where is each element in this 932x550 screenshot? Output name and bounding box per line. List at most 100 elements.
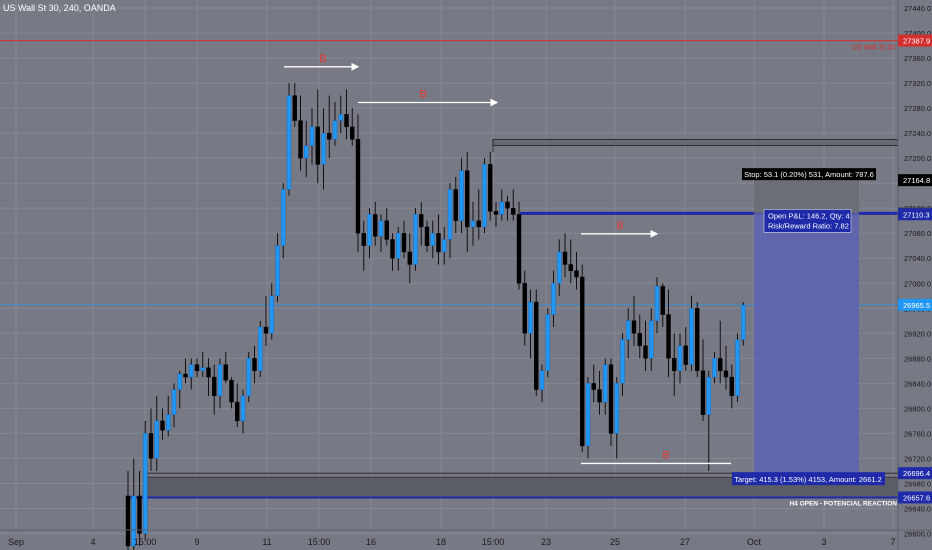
candle-body xyxy=(683,345,688,365)
candle-body xyxy=(511,207,516,215)
bos-label: B xyxy=(616,220,623,232)
candle-body xyxy=(177,373,182,390)
candle-body xyxy=(384,220,389,240)
candle-body xyxy=(229,380,234,403)
candle-body xyxy=(597,389,602,403)
candle-body xyxy=(315,126,320,165)
candle-body xyxy=(459,170,464,221)
candle-body xyxy=(626,320,631,340)
candle-body xyxy=(534,301,539,390)
y-tick-label: 27200.0 xyxy=(904,154,931,163)
y-tick-label: 26920.0 xyxy=(904,329,931,338)
candle-body xyxy=(171,389,177,415)
candle-body xyxy=(695,308,700,372)
y-tick-label: 26600.0 xyxy=(904,529,931,538)
candle-body xyxy=(585,383,591,447)
candle-body xyxy=(442,239,447,253)
y-tick-label: 27320.0 xyxy=(904,79,931,88)
time-axis[interactable]: Sep 4 15:00 9 11 15:00 16 18 15:00 23 25 27 Oct 3 7 xyxy=(0,529,932,547)
position-tool[interactable]: Stop: 53.1 (0.20%) 531, Amount: 787.6 Ope… xyxy=(732,168,885,486)
annotations: B B B B xyxy=(284,53,731,465)
x-tick-label: 9 xyxy=(194,537,199,547)
stop-label: Stop: 53.1 (0.20%) 531, Amount: 787.6 xyxy=(744,170,874,179)
candle-body xyxy=(493,211,499,215)
price-tag xyxy=(898,208,932,221)
candle-body xyxy=(246,358,251,397)
zones: US Wall St 30 H4 OPEN - POTENCIAL REACTIO… xyxy=(0,40,899,507)
y-tick-label: 27440.0 xyxy=(904,4,931,13)
x-tick-label: 15:00 xyxy=(482,537,505,547)
price-tag xyxy=(898,298,932,311)
y-tick-label: 26720.0 xyxy=(904,454,931,463)
candle-body xyxy=(183,373,188,378)
x-tick-label: 23 xyxy=(541,537,551,547)
candle-body xyxy=(401,233,407,253)
candle-body xyxy=(718,358,723,372)
x-tick-label: 7 xyxy=(890,537,895,547)
target-label: Target: 415.3 (1.53%) 4153, Amount: 2661… xyxy=(734,475,882,484)
y-tick-label: 27000.0 xyxy=(904,279,931,288)
candle-body xyxy=(166,414,171,431)
candle-body xyxy=(591,383,596,390)
price-tag-label: 27110.3 xyxy=(903,210,930,219)
candle-body xyxy=(125,495,131,547)
y-tick-label: 27360.0 xyxy=(904,54,931,63)
candle-body xyxy=(396,233,401,259)
candle-body xyxy=(269,295,274,334)
price-tag xyxy=(898,34,932,47)
h4-open-label: H4 OPEN - POTENCIAL REACTION xyxy=(789,500,897,507)
candle-body xyxy=(539,370,545,390)
y-tick-label: 26800.0 xyxy=(904,404,931,413)
x-tick-label: 27 xyxy=(680,537,690,547)
bos-label: B xyxy=(319,53,326,65)
candle-body xyxy=(424,226,430,246)
candle-body xyxy=(304,145,309,159)
candle-body xyxy=(137,495,142,534)
candle-body xyxy=(482,164,487,228)
candle-body xyxy=(562,251,568,265)
candle-body xyxy=(263,326,269,334)
y-tick-label: 27280.0 xyxy=(904,104,931,113)
candle-body xyxy=(516,214,522,284)
red-line-label: US Wall St 30 xyxy=(852,45,895,52)
candle-body xyxy=(436,233,441,253)
y-tick-label: 27080.0 xyxy=(904,229,931,238)
y-tick-label: 26680.0 xyxy=(904,479,931,488)
price-tag-label: 26965.5 xyxy=(903,301,930,310)
candle-body xyxy=(407,251,412,265)
candle-body xyxy=(419,214,424,228)
stop-label-box xyxy=(742,168,876,181)
candle-body xyxy=(654,286,660,321)
x-tick-label: Oct xyxy=(747,537,762,547)
candle-body xyxy=(131,495,136,547)
candle-body xyxy=(344,114,349,128)
candle-body xyxy=(505,201,510,209)
y-tick-label: 26840.0 xyxy=(904,379,931,388)
candle-body xyxy=(614,383,619,434)
candle-body xyxy=(723,370,729,378)
candle-body xyxy=(212,376,217,397)
candle-body xyxy=(499,201,504,215)
candle-body xyxy=(154,420,159,459)
candle-body xyxy=(240,395,246,422)
candle-body xyxy=(608,364,614,434)
y-tick-label: 26880.0 xyxy=(904,354,931,363)
candle-body xyxy=(741,304,746,340)
bos-label: B xyxy=(419,88,426,100)
candle-body xyxy=(660,286,665,315)
candle-body xyxy=(643,345,648,359)
chart-title: US Wall St 30, 240, OANDA xyxy=(3,3,116,13)
candle-body xyxy=(557,251,562,284)
pnl-label-1: Open P&L: 146.2, Qty: 4 xyxy=(768,211,850,220)
candle-body xyxy=(252,358,257,372)
target-zone xyxy=(754,213,859,474)
candle-body xyxy=(235,401,240,422)
price-axis[interactable]: 27440.0 27400.0 27360.0 27320.0 27280.0 27240… xyxy=(897,0,932,550)
candle-body xyxy=(286,95,292,190)
candle-body xyxy=(275,245,280,296)
candle-body xyxy=(332,120,338,140)
price-tag xyxy=(898,174,932,187)
x-tick-label: 3 xyxy=(821,537,826,547)
candle-body xyxy=(470,220,476,228)
